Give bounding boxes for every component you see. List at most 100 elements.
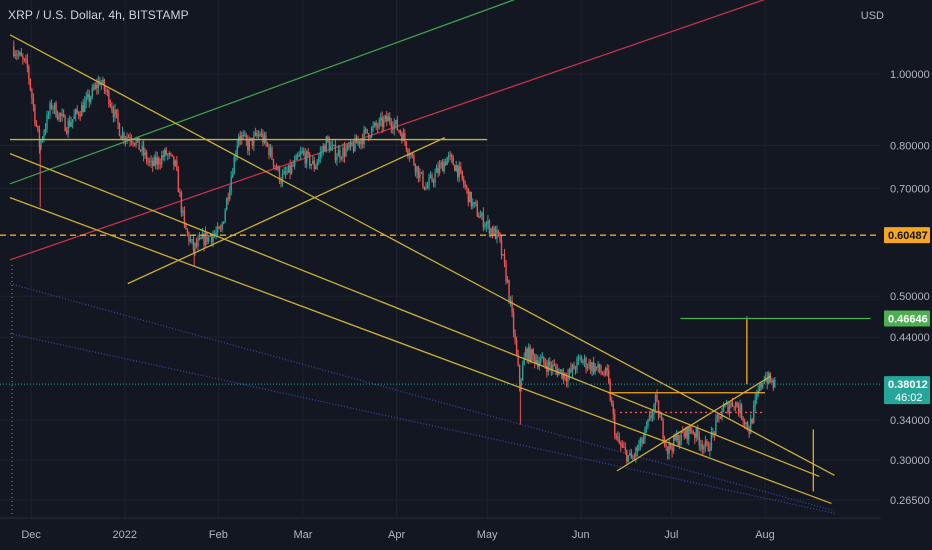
- candle-body: [440, 162, 442, 166]
- candle-body: [299, 152, 302, 156]
- candle-body: [215, 232, 217, 235]
- candle-body: [194, 242, 196, 250]
- candle-body: [447, 155, 450, 158]
- candle-body: [112, 110, 115, 118]
- candle-body: [251, 137, 254, 146]
- drawings-back: [9, 0, 835, 514]
- time-axis[interactable]: Dec 2022 Feb Mar Apr May Jun Jul Aug: [0, 517, 881, 550]
- candle-body: [248, 139, 251, 151]
- candle-body: [331, 144, 334, 146]
- candle-body: [313, 160, 315, 170]
- candle-body: [79, 115, 81, 117]
- candle-body: [275, 166, 278, 170]
- candle-body: [227, 198, 229, 200]
- candle-body: [262, 133, 264, 143]
- candle-body: [212, 235, 214, 243]
- candle-body: [743, 421, 746, 425]
- candle-body: [405, 141, 408, 150]
- candle-body: [573, 364, 575, 370]
- candle-body: [298, 155, 300, 157]
- y-tick-label: 1.00000: [890, 69, 930, 81]
- candle-body: [74, 109, 77, 116]
- candle-body: [449, 155, 451, 157]
- price-tag-bg: [884, 376, 930, 405]
- candle-body: [281, 174, 284, 184]
- candle-body: [678, 440, 681, 446]
- upper-descending-trendline[interactable]: [9, 34, 835, 476]
- candle-body: [485, 223, 488, 226]
- y-tick-label: 0.26500: [890, 495, 930, 507]
- candle-body: [292, 165, 294, 167]
- candle-body: [148, 161, 151, 163]
- candle-body: [473, 202, 476, 204]
- candle-body: [475, 202, 477, 205]
- price-tag[interactable]: 0.46646: [884, 310, 930, 327]
- price-tag[interactable]: 0.60487: [884, 227, 930, 244]
- x-tick-label: May: [477, 529, 498, 541]
- green-ascending-channel-line[interactable]: [9, 0, 581, 185]
- candle-body: [552, 364, 554, 370]
- candle-body: [746, 422, 749, 430]
- y-tick-label: 0.70000: [890, 183, 930, 195]
- candle-body: [302, 151, 305, 154]
- candle-body: [694, 433, 696, 438]
- candle-body: [290, 165, 293, 174]
- candle-body: [177, 170, 180, 193]
- candle-body: [657, 401, 660, 418]
- candle-body: [768, 373, 770, 384]
- candle-body: [170, 153, 172, 155]
- middle-descending-trendline[interactable]: [9, 153, 820, 478]
- candle-body: [534, 354, 536, 363]
- candle-body: [570, 368, 572, 372]
- candle-body: [94, 84, 97, 89]
- candle-body: [393, 123, 395, 130]
- candle-body: [493, 227, 495, 235]
- price-tag-bg: [884, 310, 930, 327]
- candle-body: [641, 437, 643, 444]
- plot-area[interactable]: [0, 0, 880, 515]
- lower-descending-trendline[interactable]: [9, 197, 832, 505]
- candle-body: [257, 134, 260, 136]
- candle-body: [312, 160, 314, 165]
- candle-body: [179, 192, 181, 193]
- candle-body: [728, 406, 731, 413]
- candle-body: [352, 145, 355, 151]
- candle-body: [174, 160, 177, 166]
- candle-body: [188, 232, 190, 242]
- candle-body: [709, 448, 711, 452]
- candle-body: [145, 152, 148, 162]
- y-tick-label: 0.44000: [890, 332, 930, 344]
- candle-body: [751, 419, 753, 423]
- candle-body: [733, 406, 735, 408]
- candle-body: [517, 354, 519, 366]
- candle-body: [659, 416, 661, 418]
- candle-body: [114, 109, 116, 118]
- price-axis[interactable]: 1.00000 0.80000 0.70000 0.50000 0.44000 0.340…: [881, 0, 932, 550]
- candle-body: [503, 254, 506, 264]
- candle-body: [29, 79, 32, 90]
- summer-rising-support[interactable]: [616, 375, 772, 472]
- candle-body: [44, 128, 47, 133]
- candle-body: [698, 436, 701, 446]
- candle-body: [115, 109, 118, 114]
- candle-body: [67, 120, 69, 134]
- candle-body: [277, 167, 279, 170]
- candle-body: [348, 144, 350, 148]
- candle-body: [526, 348, 528, 361]
- candle-body: [772, 380, 775, 388]
- candle-body: [458, 166, 460, 178]
- candle-body: [43, 132, 45, 139]
- candle-body: [395, 120, 397, 124]
- candle-body: [647, 419, 649, 426]
- candle-body: [586, 367, 589, 369]
- rising-support-line[interactable]: [127, 137, 446, 285]
- candle-body: [384, 115, 386, 120]
- candle-body: [682, 430, 684, 433]
- candle-body: [58, 113, 60, 120]
- candle-body: [253, 135, 255, 146]
- red-ascending-channel-line[interactable]: [9, 0, 834, 261]
